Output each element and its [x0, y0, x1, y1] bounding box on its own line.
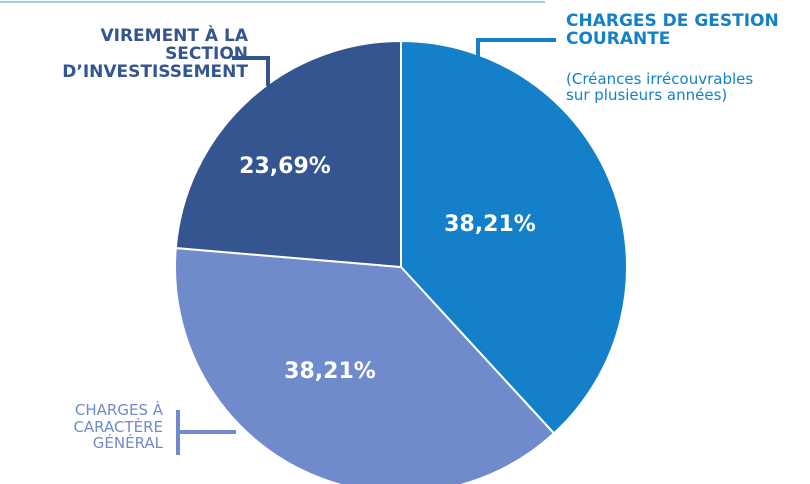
value-label: 38,21% — [284, 359, 376, 384]
bracket — [476, 38, 556, 60]
pie-slice — [174, 246, 556, 484]
annotation: (Créances irrécouvrables sur plusieurs a… — [566, 70, 754, 104]
category-label: VIREMENT À LA SECTION D’INVESTISSEMENT — [62, 26, 248, 82]
value-label: 38,21% — [444, 212, 536, 237]
category-label: CHARGES À CARACTÈRE GÉNÉRAL — [73, 401, 163, 452]
bracket — [232, 56, 270, 86]
value-label: 23,69% — [239, 154, 331, 179]
pie-slice — [400, 39, 628, 435]
pie-slice — [174, 39, 402, 269]
category-label: CHARGES DE GESTION COURANTE — [566, 11, 779, 49]
